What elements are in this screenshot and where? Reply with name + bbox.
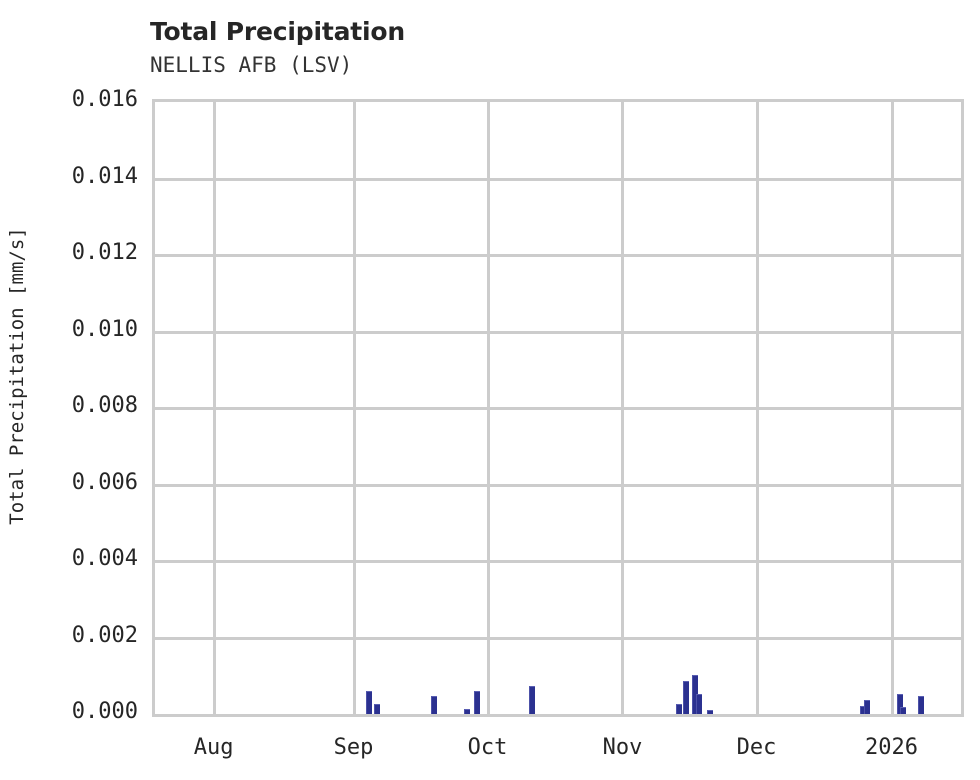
x-tick-label: Dec <box>736 735 777 760</box>
y-axis-tick-labels: 0.016 0.014 0.012 0.010 0.008 0.006 0.004 0.002… <box>0 0 138 780</box>
gridline-horizontal <box>155 178 961 181</box>
plot-area <box>152 99 964 717</box>
y-tick-label: 0.002 <box>71 622 138 648</box>
bar <box>897 694 903 714</box>
bar <box>474 691 480 714</box>
y-tick-label: 0.006 <box>71 469 138 495</box>
gridline-horizontal <box>155 407 961 410</box>
y-tick-label: 0.016 <box>71 87 138 112</box>
bar <box>431 696 437 714</box>
gridline-horizontal <box>155 331 961 334</box>
chart-subtitle: NELLIS AFB (LSV) <box>150 53 353 77</box>
gridline-horizontal <box>155 560 961 563</box>
bar <box>683 681 689 714</box>
bar <box>900 707 906 714</box>
bar <box>374 704 380 714</box>
gridline-horizontal <box>155 637 961 640</box>
x-tick-label: Oct <box>467 735 508 760</box>
gridline-vertical <box>213 102 216 714</box>
bar <box>676 704 682 714</box>
y-tick-label: 0.004 <box>71 546 138 571</box>
gridline-horizontal <box>155 254 961 257</box>
bar <box>464 709 470 714</box>
bar <box>692 675 698 714</box>
y-tick-label: 0.014 <box>71 163 138 189</box>
bar <box>696 694 702 714</box>
gridline-vertical <box>756 102 759 714</box>
bar <box>864 700 870 714</box>
x-tick-label: Aug <box>193 735 234 760</box>
y-tick-label: 0.010 <box>71 316 138 342</box>
bar <box>918 696 924 714</box>
x-tick-label: 2026 <box>865 735 918 760</box>
bar <box>529 686 535 714</box>
bar <box>366 691 372 714</box>
y-tick-label: 0.012 <box>71 240 138 265</box>
y-tick-label: 0.000 <box>71 699 138 724</box>
bar <box>707 710 713 714</box>
gridline-vertical <box>891 102 894 714</box>
bar <box>860 706 866 714</box>
plot-inner <box>155 102 961 714</box>
gridline-horizontal <box>155 484 961 487</box>
chart-title: Total Precipitation <box>150 17 405 46</box>
gridline-vertical <box>487 102 490 714</box>
y-tick-label: 0.008 <box>71 393 138 418</box>
gridline-vertical <box>353 102 356 714</box>
x-tick-label: Sep <box>333 735 374 760</box>
gridline-vertical <box>621 102 624 714</box>
x-tick-label: Nov <box>602 735 643 760</box>
